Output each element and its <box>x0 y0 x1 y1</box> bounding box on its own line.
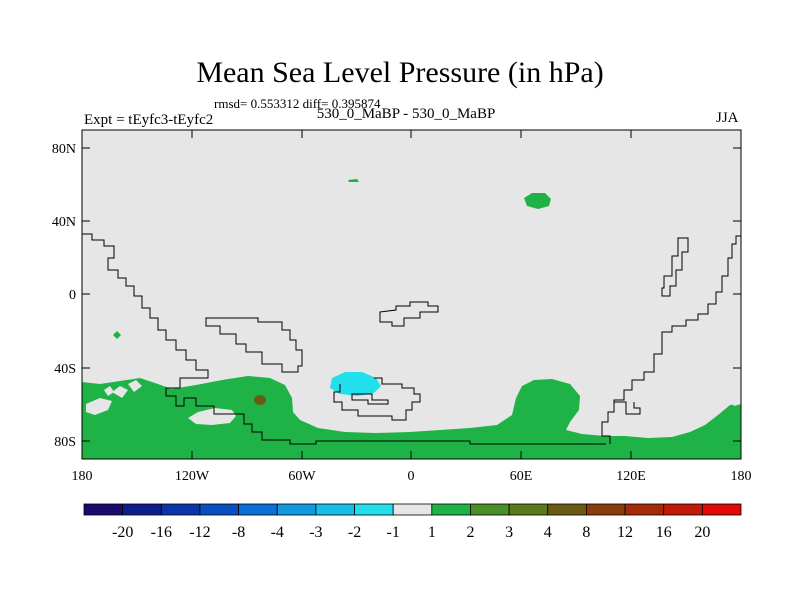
colorbar-swatch <box>160 503 201 516</box>
x-tick-label: 120E <box>616 469 646 484</box>
colorbar-swatch <box>624 503 665 516</box>
experiment-label: Expt = tEyfc3-tEyfc2 <box>84 112 214 128</box>
statistics-text: rmsd= 0.553312 diff= 0.395874 <box>214 96 381 111</box>
coastline-eastern-landmass <box>601 235 741 444</box>
colorbar-label: 3 <box>505 524 513 541</box>
colorbar-swatch <box>508 503 549 516</box>
y-tick-label: 0 <box>69 288 76 303</box>
colorbar-swatch <box>276 503 317 516</box>
colorbar-label: -8 <box>232 524 245 541</box>
colorbar-labels: -20 -16 -12 -8 -4 -3 -2 -1 1 2 3 4 8 12 16 20 <box>112 524 710 541</box>
y-tick-label: 80S <box>54 435 76 450</box>
colorbar-swatch <box>83 503 124 516</box>
colorbar-swatch <box>431 503 471 516</box>
coastline-eastern-peninsula <box>661 237 689 297</box>
colorbar-swatch <box>470 503 510 516</box>
checker-gap <box>104 380 142 398</box>
colorbar-label: -3 <box>309 524 322 541</box>
siberia-positive-patch <box>524 193 551 209</box>
colorbar-swatch <box>315 503 355 516</box>
colorbar-label: 20 <box>694 524 710 541</box>
colorbar-label: -4 <box>271 524 284 541</box>
arctic-positive-sliver <box>348 179 359 182</box>
colorbar-label: -12 <box>189 524 210 541</box>
ice-shelf-gap-west <box>86 398 112 415</box>
colorbar-swatch <box>663 503 703 516</box>
coastline-southern-islands-inner <box>351 393 389 405</box>
coastline-southern-landmass <box>205 317 303 373</box>
colorbar-label: 1 <box>428 524 436 541</box>
ice-shelf-gap <box>188 408 236 425</box>
south-atlantic-negative <box>330 372 381 396</box>
colorbar-swatch <box>701 503 742 516</box>
colorbar-label: -2 <box>348 524 361 541</box>
season-label: JJA <box>716 110 739 126</box>
colorbar-label: 16 <box>656 524 672 541</box>
colorbar-swatch <box>392 503 433 516</box>
map-title: Mean Sea Level Pressure (in hPa) <box>196 56 604 89</box>
y-tick-label: 40N <box>52 215 76 230</box>
x-tick-label: 60W <box>288 469 316 484</box>
coastline-southern-islands <box>333 377 421 421</box>
colorbar-swatch <box>238 503 278 516</box>
coastline-eastern-inlet <box>614 401 641 415</box>
x-tick-label: 60E <box>510 469 533 484</box>
colorbar-label: 4 <box>544 524 552 541</box>
southern-positive-band <box>82 376 741 459</box>
colorbar-label: -20 <box>112 524 133 541</box>
x-tick-label: 180 <box>731 469 752 484</box>
colorbar-label: -16 <box>151 524 172 541</box>
coastline-central-island <box>379 301 439 327</box>
colorbar-label: -1 <box>387 524 400 541</box>
colorbar-swatch <box>354 503 394 516</box>
colorbar-swatch <box>199 503 239 516</box>
colorbar-swatch <box>547 503 587 516</box>
coastline-western-landmass <box>82 233 606 445</box>
colorbar-swatch <box>586 503 626 516</box>
colorbar-label: 2 <box>466 524 474 541</box>
coastlines <box>82 233 741 445</box>
y-tick-label: 80N <box>52 142 76 157</box>
colorbar <box>83 503 742 516</box>
checker-gap-east <box>718 386 741 406</box>
colorbar-swatch <box>122 503 162 516</box>
period-label: 530_0_MaBP - 530_0_MaBP <box>316 106 496 122</box>
x-tick-label: 180 <box>72 469 93 484</box>
tick-marks <box>81 130 742 459</box>
colorbar-label: 8 <box>582 524 590 541</box>
pacific-positive-dot <box>113 331 121 339</box>
antarctic-brown-spot <box>254 395 266 405</box>
colorbar-label: 12 <box>617 524 633 541</box>
x-tick-label: 120W <box>175 469 210 484</box>
x-tick-label: 0 <box>408 469 415 484</box>
y-tick-label: 40S <box>54 362 76 377</box>
